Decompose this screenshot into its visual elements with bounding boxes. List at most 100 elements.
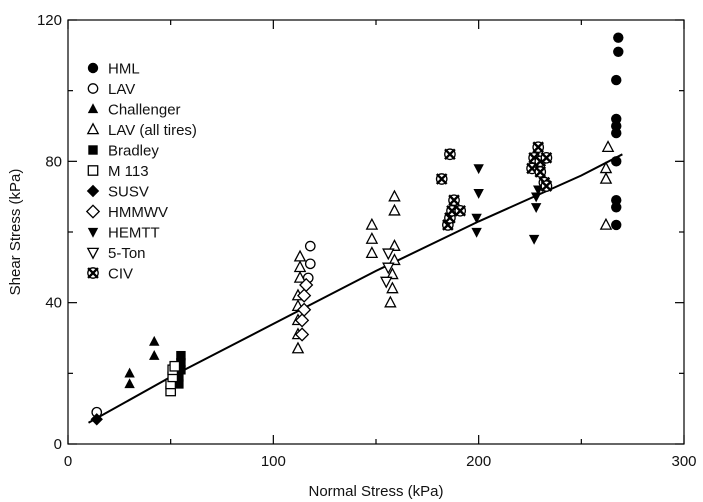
legend-marker <box>87 83 99 94</box>
data-point <box>530 192 542 203</box>
legend-label: HML <box>108 61 140 78</box>
data-point <box>379 276 393 289</box>
data-point <box>473 164 484 175</box>
data-point <box>294 327 310 342</box>
data-point <box>124 367 135 378</box>
data-point <box>471 227 482 238</box>
data-point <box>388 239 401 251</box>
data-point <box>382 248 395 261</box>
data-points <box>90 32 624 426</box>
legend-label: LAV <box>108 81 135 98</box>
data-point <box>291 341 305 354</box>
data-point <box>532 141 545 154</box>
series-5-ton <box>379 248 395 289</box>
series-bradley <box>174 350 186 389</box>
legend-marker <box>86 184 100 198</box>
data-point <box>365 217 379 230</box>
data-point <box>386 281 399 294</box>
legend-item: HML <box>87 61 140 78</box>
legend-item: HMMWV <box>85 204 168 221</box>
data-point <box>176 350 186 361</box>
legend-item: CIV <box>87 266 133 283</box>
series-hml <box>611 32 624 231</box>
data-point <box>533 185 544 196</box>
plot-frame <box>67 19 685 445</box>
legend-marker <box>86 247 100 260</box>
legend-label: HMMWV <box>108 204 168 221</box>
data-point <box>365 246 379 259</box>
series-susv <box>90 413 103 426</box>
series-lav-all-tires <box>291 140 615 354</box>
data-point <box>444 148 456 161</box>
data-point <box>124 378 135 389</box>
y-axis: 0 40 80 120 <box>37 12 684 453</box>
x-tick-label: 300 <box>671 453 696 470</box>
legend-item: 5-Ton <box>86 245 146 262</box>
data-point <box>540 151 553 164</box>
data-point <box>613 46 624 57</box>
legend-item: LAV (all tires) <box>86 122 197 139</box>
legend-marker <box>85 204 101 219</box>
data-point <box>304 240 316 252</box>
data-point <box>599 217 613 230</box>
data-point <box>611 219 622 231</box>
data-point <box>611 74 622 86</box>
x-axis-title: Normal Stress (kPa) <box>308 483 443 500</box>
x-tick-label: 100 <box>261 453 286 470</box>
data-point <box>540 180 553 192</box>
y-tick-label: 40 <box>45 295 62 312</box>
legend-item: M 113 <box>87 163 149 180</box>
legend-marker <box>87 267 99 279</box>
data-point <box>90 413 103 426</box>
legend-item: SUSV <box>86 184 149 201</box>
data-point <box>365 231 379 244</box>
data-point <box>169 360 181 372</box>
legend-item: LAV <box>87 81 135 98</box>
data-point <box>435 173 448 185</box>
data-point <box>174 379 184 389</box>
series-hmmwv <box>294 277 314 342</box>
y-tick-label: 80 <box>45 153 62 170</box>
data-point <box>297 288 312 303</box>
legend-label: Challenger <box>108 102 181 119</box>
data-point <box>388 253 401 266</box>
data-point <box>386 267 399 280</box>
x-tick-label: 0 <box>64 453 72 470</box>
data-point <box>388 189 401 202</box>
data-point <box>384 295 397 308</box>
data-point <box>454 204 467 217</box>
legend-label: HEMTT <box>108 225 160 242</box>
data-point <box>599 171 613 184</box>
data-point <box>176 358 186 368</box>
data-point <box>601 140 615 153</box>
data-point <box>473 188 484 199</box>
series-civ <box>435 141 553 231</box>
plot-border <box>67 19 685 445</box>
data-point <box>293 270 307 283</box>
data-point <box>176 365 186 375</box>
legend-item: Challenger <box>87 102 181 119</box>
legend-item: HEMTT <box>87 225 160 242</box>
legend-marker <box>87 227 99 238</box>
legend-marker <box>88 145 98 155</box>
data-point <box>299 277 314 293</box>
data-point <box>611 195 622 206</box>
legend-marker <box>87 165 99 176</box>
data-point <box>294 313 310 328</box>
legend-label: M 113 <box>108 163 149 180</box>
data-point <box>448 194 460 207</box>
legend-marker <box>86 122 100 135</box>
legend-label: CIV <box>108 266 133 283</box>
legend-marker <box>87 62 99 74</box>
data-point <box>534 166 547 178</box>
legend-marker <box>87 103 99 114</box>
series-challenger <box>124 335 160 389</box>
y-tick-label: 120 <box>37 12 62 29</box>
legend-label: SUSV <box>108 184 149 201</box>
data-point <box>599 161 613 174</box>
y-axis-title: Shear Stress (kPa) <box>7 169 24 296</box>
data-point <box>293 249 307 262</box>
data-point <box>613 32 624 43</box>
data-point <box>382 262 395 275</box>
